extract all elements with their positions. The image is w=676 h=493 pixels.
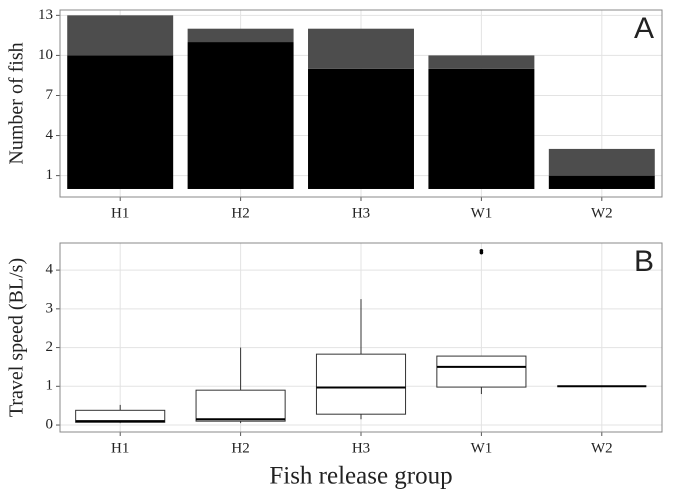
x-tick-label: W1 bbox=[471, 440, 493, 456]
y-tick-label: 1 bbox=[46, 378, 54, 394]
x-tick-label: W2 bbox=[591, 205, 613, 221]
x-tick-label: H1 bbox=[111, 205, 129, 221]
bar-segment bbox=[67, 15, 174, 56]
bar-segment bbox=[187, 28, 294, 43]
y-tick-label: 2 bbox=[46, 339, 54, 355]
box bbox=[315, 353, 407, 415]
y-tick-label: 3 bbox=[46, 300, 54, 316]
bar-segment bbox=[67, 55, 174, 189]
y-tick-label: 1 bbox=[46, 167, 54, 183]
y-tick-label: 7 bbox=[46, 87, 54, 103]
bar-segment bbox=[548, 148, 655, 176]
x-tick-label: H2 bbox=[231, 205, 249, 221]
panel-border bbox=[59, 242, 663, 433]
x-tick-label: H1 bbox=[111, 440, 129, 456]
x-tick-label: H3 bbox=[352, 440, 370, 456]
y-tick-label: 10 bbox=[38, 47, 53, 63]
y-tick-label: 13 bbox=[38, 7, 53, 23]
bar-segment bbox=[428, 68, 535, 189]
bar-segment bbox=[308, 28, 414, 69]
y-axis-label: Travel speed (BL/s) bbox=[6, 258, 28, 417]
box bbox=[75, 409, 166, 423]
x-tick-label: H2 bbox=[231, 440, 249, 456]
box bbox=[436, 355, 527, 388]
panel-border bbox=[59, 9, 663, 198]
bar-segment bbox=[187, 42, 294, 189]
bar-segment bbox=[548, 175, 655, 189]
bar-segment bbox=[308, 68, 414, 189]
x-tick-label: H3 bbox=[352, 205, 370, 221]
box bbox=[195, 389, 286, 422]
y-tick-label: 4 bbox=[46, 262, 54, 278]
x-tick-label: W1 bbox=[471, 205, 493, 221]
y-axis-label: Number of fish bbox=[6, 42, 28, 164]
panel-label: A bbox=[634, 12, 654, 45]
outlier bbox=[479, 248, 484, 253]
x-axis-label: Fish release group bbox=[269, 463, 452, 490]
x-tick-label: W2 bbox=[591, 440, 613, 456]
bar-segment bbox=[428, 55, 535, 69]
y-tick-label: 0 bbox=[46, 416, 54, 432]
y-tick-label: 4 bbox=[46, 127, 54, 143]
panel-label: B bbox=[634, 245, 654, 278]
